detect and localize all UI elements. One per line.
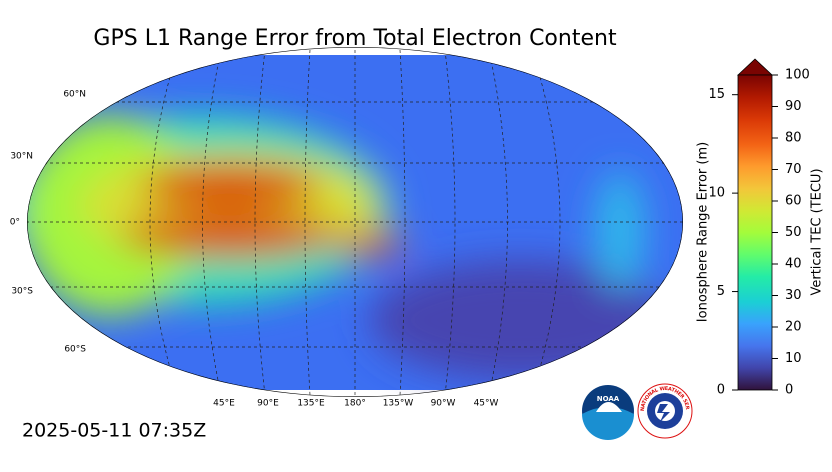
colorbar: Ionosphere Range Error (m) Vertical TEC … bbox=[696, 58, 825, 398]
right-tick-label: 50 bbox=[785, 225, 802, 240]
lon-label: 45°E bbox=[213, 399, 235, 409]
right-tick-label: 70 bbox=[785, 162, 802, 177]
noaa-logo: NOAA bbox=[582, 385, 634, 440]
lat-label: 30°S bbox=[11, 287, 33, 297]
lon-label: 135°E bbox=[297, 399, 325, 409]
right-tick-label: 100 bbox=[785, 68, 810, 83]
right-tick-label: 60 bbox=[785, 194, 802, 209]
left-tick-label: 0 bbox=[717, 383, 725, 398]
right-axis-label: Vertical TEC (TECU) bbox=[810, 168, 825, 295]
lon-label: 45°W bbox=[474, 399, 499, 409]
left-tick-label: 10 bbox=[708, 186, 725, 201]
lon-labels: 45°E 90°E 135°E 180° 135°W 90°W 45°W bbox=[213, 399, 498, 409]
lat-label: 60°N bbox=[63, 90, 86, 100]
lat-label: 0° bbox=[10, 218, 20, 228]
right-tick-label: 0 bbox=[785, 383, 793, 398]
lat-label: 30°N bbox=[10, 152, 33, 162]
timestamp: 2025-05-11 07:35Z bbox=[22, 420, 206, 442]
left-tick-label: 15 bbox=[708, 87, 725, 102]
right-tick-label: 40 bbox=[785, 257, 802, 272]
lat-label: 60°S bbox=[64, 345, 86, 355]
lon-label: 180° bbox=[344, 399, 366, 409]
left-tick-label: 5 bbox=[717, 284, 725, 299]
lon-label: 90°E bbox=[257, 399, 279, 409]
right-tick-label: 80 bbox=[785, 131, 802, 146]
right-tick-label: 30 bbox=[785, 288, 802, 303]
left-axis-label: Ionosphere Range Error (m) bbox=[696, 142, 711, 322]
right-tick-label: 10 bbox=[785, 351, 802, 366]
right-tick-label: 90 bbox=[785, 99, 802, 114]
lon-label: 90°W bbox=[431, 399, 456, 409]
noaa-text: NOAA bbox=[597, 395, 620, 403]
title: GPS L1 Range Error from Total Electron C… bbox=[93, 26, 617, 51]
lat-labels: 60°N 30°N 0° 30°S 60°S bbox=[10, 90, 87, 355]
colorbar-fill bbox=[737, 74, 773, 391]
lon-label: 135°W bbox=[383, 399, 414, 409]
right-tick-label: 20 bbox=[785, 320, 802, 335]
map bbox=[27, 49, 683, 396]
